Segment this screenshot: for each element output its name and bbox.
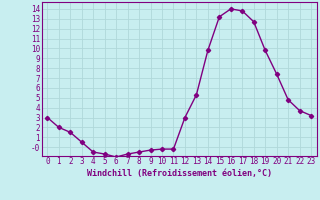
X-axis label: Windchill (Refroidissement éolien,°C): Windchill (Refroidissement éolien,°C) xyxy=(87,169,272,178)
